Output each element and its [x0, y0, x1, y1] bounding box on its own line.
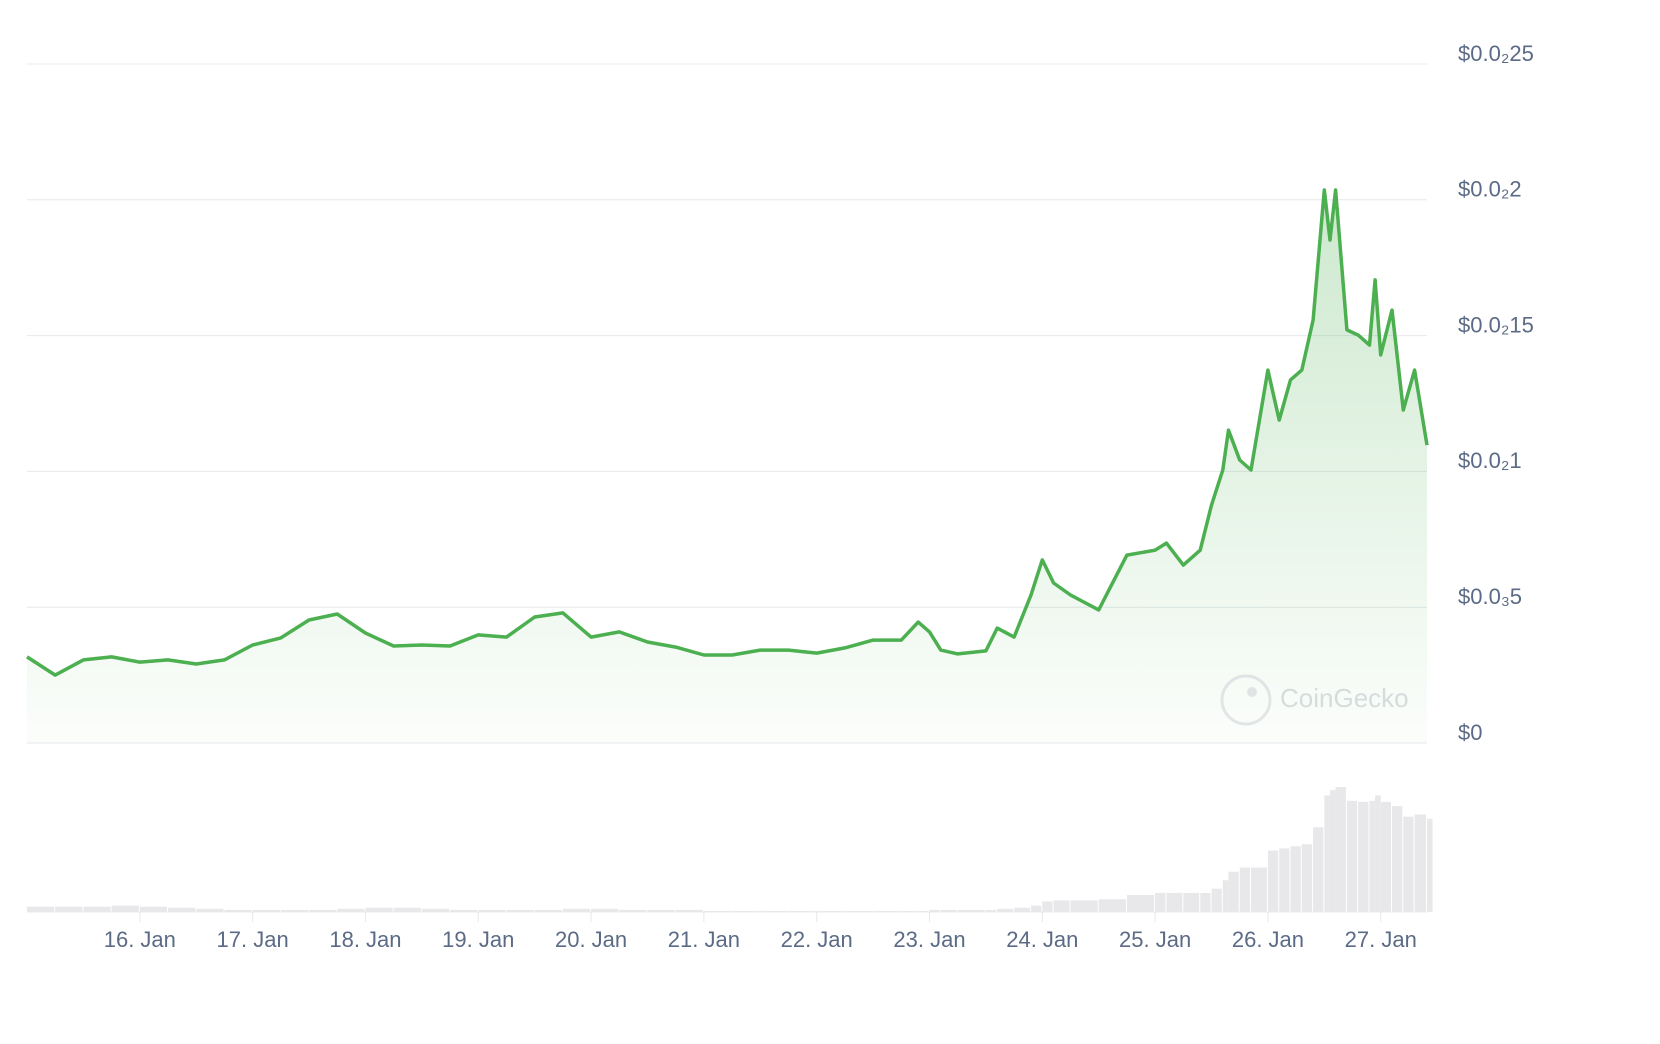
- volume-bar: [1222, 880, 1229, 912]
- volume-bar: [985, 909, 997, 912]
- y-tick-label: $0: [1458, 720, 1482, 745]
- volume-bar: [1346, 800, 1358, 912]
- y-tick-label: $0.0₂15: [1458, 312, 1534, 337]
- volume-bar: [940, 909, 957, 912]
- volume-bar: [562, 908, 591, 912]
- volume-bar: [280, 909, 309, 912]
- volume-bar: [450, 909, 478, 912]
- watermark-text: CoinGecko: [1280, 683, 1409, 713]
- volume-bar: [168, 907, 196, 912]
- volume-bar: [196, 908, 224, 912]
- volume-bar: [929, 909, 940, 912]
- x-tick-label: 24. Jan: [1006, 927, 1078, 952]
- watermark-eye: [1247, 687, 1257, 697]
- x-tick-label: 19. Jan: [442, 927, 514, 952]
- volume-bar: [1155, 892, 1166, 912]
- x-tick-label: 21. Jan: [668, 927, 740, 952]
- volume-bar: [1251, 867, 1267, 912]
- volume-bar: [393, 907, 421, 912]
- volume-bar: [1403, 816, 1414, 912]
- volume-bar: [1358, 801, 1369, 912]
- volume-bar: [873, 910, 901, 912]
- volume-bar: [1335, 787, 1346, 912]
- volume-bar: [1053, 900, 1070, 912]
- volume-bar: [1211, 888, 1222, 912]
- x-tick-label: 18. Jan: [329, 927, 401, 952]
- volume-bar: [1014, 907, 1031, 912]
- y-tick-label: $0.0₃5: [1458, 584, 1522, 609]
- volume-bar: [1031, 905, 1042, 912]
- price-area: [27, 190, 1427, 743]
- x-tick-label: 26. Jan: [1232, 927, 1304, 952]
- volume-bar: [703, 910, 732, 912]
- volume-bar: [816, 910, 844, 912]
- volume-bar: [760, 910, 788, 912]
- volume-bar: [732, 910, 760, 912]
- volume-bar: [675, 909, 703, 912]
- volume-bar: [27, 906, 55, 912]
- volume-bar: [1290, 846, 1301, 912]
- y-tick-label: $0.0₂25: [1458, 41, 1534, 66]
- x-tick-label: 25. Jan: [1119, 927, 1191, 952]
- x-tick-label: 23. Jan: [893, 927, 965, 952]
- watermark-logo: [1220, 674, 1272, 726]
- volume-bar: [1301, 844, 1313, 912]
- volume-bar: [1380, 801, 1392, 912]
- x-tick-label: 27. Jan: [1345, 927, 1417, 952]
- volume-bar: [901, 910, 918, 912]
- volume-bar: [957, 909, 985, 912]
- x-tick-label: 22. Jan: [781, 927, 853, 952]
- volume-bar: [1166, 892, 1183, 912]
- x-tick-label: 17. Jan: [217, 927, 289, 952]
- y-tick-label: $0.0₂2: [1458, 177, 1522, 202]
- volume-bar: [1098, 899, 1126, 912]
- volume-bar: [83, 906, 111, 912]
- volume-bar: [1070, 900, 1098, 912]
- volume-bar: [421, 908, 450, 912]
- volume-bar: [365, 907, 393, 912]
- volume-bar: [506, 909, 534, 912]
- volume-bar: [647, 909, 675, 912]
- volume-bar: [224, 909, 252, 912]
- volume-bar: [55, 906, 83, 912]
- watermark: CoinGecko: [1220, 674, 1409, 726]
- x-tick-label: 20. Jan: [555, 927, 627, 952]
- volume-bar: [844, 910, 873, 912]
- volume-bar: [1126, 895, 1155, 912]
- volume-bar: [1313, 827, 1324, 912]
- volume-bar: [337, 908, 365, 912]
- volume-bar: [997, 908, 1014, 912]
- volume-bar: [1042, 901, 1053, 912]
- y-tick-label: $0.0₂1: [1458, 448, 1522, 473]
- volume-bar: [111, 905, 139, 912]
- volume-bar: [788, 910, 816, 912]
- volume-bar: [1369, 800, 1376, 912]
- volume-bar: [1392, 806, 1403, 912]
- volume-bar: [1183, 892, 1200, 912]
- volume-bar: [478, 909, 506, 912]
- price-line: [26, 188, 1429, 677]
- volume-bar: [1414, 814, 1426, 912]
- volume-bar: [1375, 795, 1381, 912]
- volume-bar: [918, 910, 929, 912]
- volume-bar: [1200, 892, 1211, 912]
- volume-bar: [252, 909, 280, 912]
- volume-bar: [1228, 871, 1239, 912]
- volume-bar: [619, 909, 647, 912]
- volume-bar: [534, 909, 562, 912]
- x-tick-label: 16. Jan: [104, 927, 176, 952]
- volume-bar: [1267, 850, 1279, 912]
- volume-bar: [1427, 818, 1433, 912]
- volume-bar: [1279, 848, 1290, 912]
- volume-bar: [309, 909, 337, 912]
- volume-bar: [1324, 795, 1330, 912]
- volume-bar: [139, 906, 168, 912]
- volume-bar: [1239, 867, 1251, 912]
- volume-bar: [591, 908, 619, 912]
- volume-bar: [1329, 790, 1336, 912]
